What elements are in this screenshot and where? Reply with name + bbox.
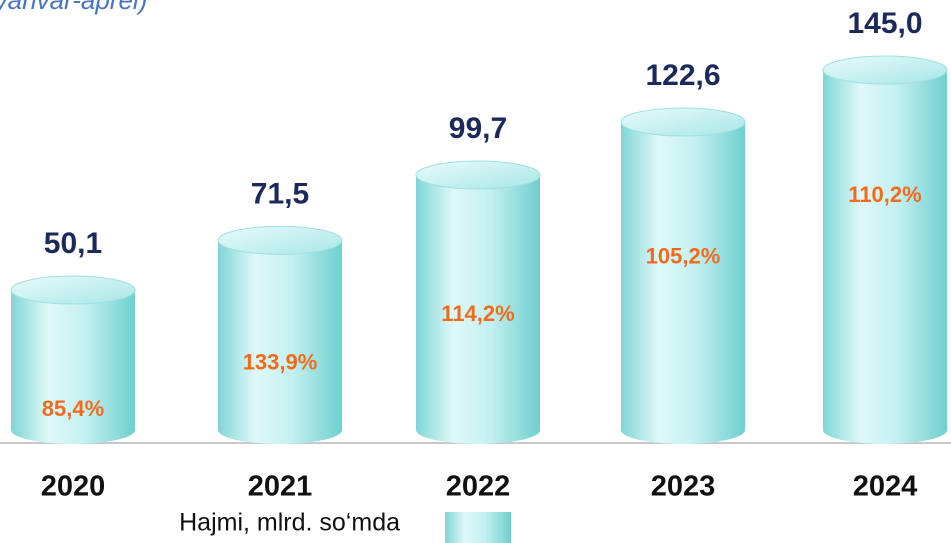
x-tick-label: 2020 xyxy=(41,471,106,503)
legend-label: Hajmi, mlrd. so‘mda xyxy=(179,509,400,537)
bar-top xyxy=(217,225,343,255)
x-tick-label: 2022 xyxy=(446,471,511,503)
cylinder xyxy=(217,225,343,444)
bar-top xyxy=(822,55,948,85)
growth-label: 105,2% xyxy=(646,243,721,268)
value-label: 145,0 xyxy=(847,7,922,40)
legend-swatch-body xyxy=(445,512,511,543)
x-tick-label: 2024 xyxy=(853,471,918,503)
bar-top xyxy=(620,107,746,137)
bar xyxy=(218,240,342,444)
subtitle: (yanvar-aprel) xyxy=(0,0,147,15)
bar xyxy=(823,70,947,445)
legend-swatch xyxy=(445,512,511,543)
bar-top xyxy=(415,160,541,190)
cylinder xyxy=(620,107,746,444)
x-tick-label: 2021 xyxy=(248,471,313,503)
growth-label: 133,9% xyxy=(243,349,318,374)
bar xyxy=(621,121,745,444)
growth-label: 114,2% xyxy=(441,301,514,326)
bar xyxy=(416,175,540,444)
x-tick-label: 2023 xyxy=(651,471,716,503)
bar-top xyxy=(10,275,136,305)
cylinder xyxy=(822,55,948,445)
cylinder xyxy=(10,275,136,444)
growth-label: 85,4% xyxy=(42,396,104,421)
cylinder xyxy=(415,160,541,444)
value-label: 122,6 xyxy=(645,59,720,92)
growth-label: 110,2% xyxy=(848,182,921,207)
bar xyxy=(11,289,135,444)
value-label: 50,1 xyxy=(44,227,102,260)
value-label: 71,5 xyxy=(251,177,309,210)
value-label: 99,7 xyxy=(449,112,507,145)
